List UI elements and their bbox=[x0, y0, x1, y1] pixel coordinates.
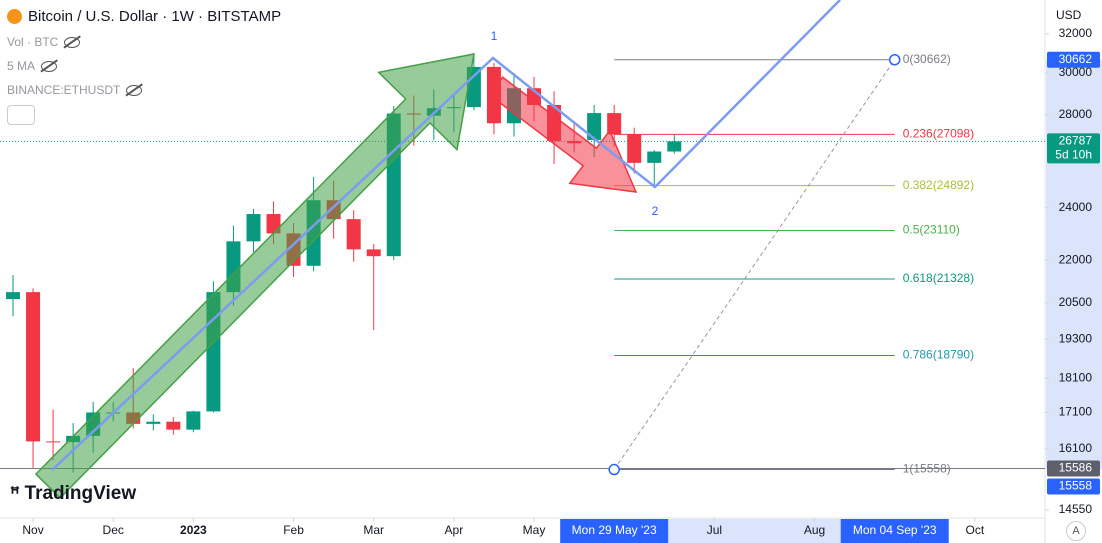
y-tick-label: 22000 bbox=[1059, 252, 1093, 266]
hide-icon[interactable] bbox=[126, 84, 143, 96]
y-tick-label: 24000 bbox=[1059, 200, 1093, 214]
fib-trend bbox=[613, 59, 896, 470]
indicator-label: 5 MA bbox=[7, 59, 36, 73]
indicator-label: BINANCE:ETHUSDT bbox=[7, 83, 121, 97]
indicator-row[interactable]: 5 MA bbox=[7, 59, 58, 73]
time-marker-bg bbox=[840, 519, 949, 543]
x-tick-label: Aug bbox=[804, 523, 825, 537]
fib-label: 0.618(21328) bbox=[903, 271, 974, 285]
y-tick-label: 18100 bbox=[1059, 370, 1093, 384]
candle-body bbox=[246, 214, 261, 242]
fib-label: 0.5(23110) bbox=[903, 223, 960, 237]
price-marker-bg bbox=[1047, 460, 1100, 477]
x-tick-label: Jul bbox=[707, 523, 722, 537]
candle-body bbox=[366, 249, 381, 257]
time-marker-label: Mon 04 Sep '23 bbox=[853, 523, 937, 537]
indicator-row[interactable]: Vol · BTC bbox=[7, 35, 81, 49]
fib-handle bbox=[888, 53, 901, 66]
btc-icon bbox=[7, 9, 22, 24]
fib-label: 0.786(18790) bbox=[903, 348, 974, 362]
y-tick-label: 32000 bbox=[1059, 26, 1093, 40]
price-marker-label: 15586 bbox=[1059, 461, 1093, 475]
auto-scale-button[interactable]: A bbox=[1066, 521, 1086, 541]
price-marker-bg bbox=[1047, 478, 1100, 495]
watermark: ꟸ TradingView bbox=[10, 483, 137, 504]
x-tick-label: Feb bbox=[283, 523, 304, 537]
candle-body bbox=[667, 141, 682, 152]
y-tick-label: 14550 bbox=[1059, 502, 1093, 516]
price-selection-band bbox=[1046, 59, 1102, 470]
candle-body bbox=[186, 411, 201, 430]
x-tick-label: Apr bbox=[445, 523, 464, 537]
x-tick-label: Mar bbox=[363, 523, 384, 537]
symbol-header[interactable]: Bitcoin / U.S. Dollar · 1W · BITSTAMP bbox=[7, 8, 281, 25]
candle-body bbox=[587, 113, 602, 140]
y-tick-label: 28000 bbox=[1059, 107, 1093, 121]
price-marker-label: 26787 bbox=[1059, 134, 1093, 148]
candle-body bbox=[627, 134, 642, 163]
x-tick-label: Dec bbox=[103, 523, 124, 537]
candle-body bbox=[146, 421, 161, 424]
price-marker-bg bbox=[1047, 51, 1100, 68]
x-tick-label: 2023 bbox=[180, 523, 207, 537]
indicator-label: Vol · BTC bbox=[7, 35, 59, 49]
wave-line bbox=[51, 0, 841, 471]
wave-label: 2 bbox=[652, 204, 659, 218]
collapse-button[interactable] bbox=[7, 105, 35, 125]
time-marker-label: Mon 29 May '23 bbox=[572, 523, 657, 537]
watermark-text: TradingView bbox=[24, 483, 137, 504]
x-tick-label: May bbox=[523, 523, 546, 537]
fib-label: 1(15558) bbox=[903, 462, 951, 476]
x-tick-label: Oct bbox=[966, 523, 985, 537]
price-marker-bg bbox=[1047, 133, 1100, 164]
y-tick-label: 19300 bbox=[1059, 332, 1093, 346]
wave-label: 1 bbox=[491, 29, 498, 43]
y-tick-label: 16100 bbox=[1059, 441, 1093, 455]
candle-body bbox=[26, 292, 41, 442]
time-marker-bg bbox=[560, 519, 669, 543]
fib-label: 0.382(24892) bbox=[903, 178, 974, 192]
fib-label: 0(30662) bbox=[903, 52, 951, 66]
fib-handle bbox=[608, 463, 620, 476]
candle-body bbox=[647, 151, 662, 163]
candle-body bbox=[607, 113, 622, 135]
y-tick-label: 30000 bbox=[1059, 65, 1093, 79]
symbol-title: Bitcoin / U.S. Dollar · 1W · BITSTAMP bbox=[28, 8, 282, 25]
price-marker-label: 30662 bbox=[1059, 52, 1093, 66]
y-tick-label: 17100 bbox=[1059, 405, 1093, 419]
indicator-row[interactable]: BINANCE:ETHUSDT bbox=[7, 83, 143, 97]
currency-selector[interactable]: USD bbox=[1056, 8, 1082, 22]
countdown-label: 5d 10h bbox=[1055, 148, 1092, 162]
candle-body bbox=[6, 292, 21, 300]
candle-body bbox=[46, 441, 61, 443]
green-arrow bbox=[34, 53, 475, 499]
price-marker-label: 15558 bbox=[1059, 479, 1093, 493]
candle-body bbox=[346, 219, 361, 250]
hide-icon[interactable] bbox=[64, 36, 81, 48]
x-tick-label: Nov bbox=[22, 523, 43, 537]
candle-body bbox=[166, 421, 181, 430]
y-tick-label: 20500 bbox=[1059, 295, 1093, 309]
hide-icon[interactable] bbox=[41, 60, 58, 72]
fib-label: 0.236(27098) bbox=[903, 127, 974, 141]
